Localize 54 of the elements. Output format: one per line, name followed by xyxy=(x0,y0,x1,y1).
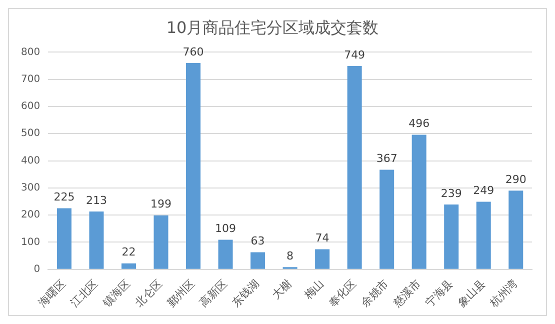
bar xyxy=(218,240,233,269)
bar xyxy=(508,190,524,269)
y-tick-label: 200 xyxy=(20,210,40,221)
x-tick-label: 梅山 xyxy=(300,276,326,302)
bar xyxy=(412,134,426,269)
y-tick-label: 300 xyxy=(20,182,40,194)
y-tick-label: 400 xyxy=(20,155,40,166)
data-label: 213 xyxy=(86,194,107,207)
data-label: 109 xyxy=(215,222,236,236)
bar xyxy=(347,66,362,269)
y-tick-label: 600 xyxy=(20,101,40,112)
y-tick-label: 700 xyxy=(20,74,40,85)
chart-title: 10月商品住宅分区域成交套数 xyxy=(166,18,379,37)
data-label: 760 xyxy=(182,45,204,58)
y-tick-label: 500 xyxy=(20,128,40,140)
data-label: 22 xyxy=(122,246,136,259)
data-label: 199 xyxy=(150,198,172,211)
bar xyxy=(154,215,168,269)
x-tick-label: 慈溪市 xyxy=(390,276,424,310)
x-tick-label: 鄞州区 xyxy=(164,276,198,310)
data-label: 249 xyxy=(473,184,494,198)
data-label: 290 xyxy=(505,172,526,186)
y-tick-label: 800 xyxy=(20,46,40,58)
data-label: 63 xyxy=(250,234,265,248)
bar xyxy=(89,212,104,269)
data-label: 8 xyxy=(286,250,294,263)
data-label: 74 xyxy=(315,232,330,245)
bar xyxy=(250,252,266,269)
bar xyxy=(186,63,201,269)
x-tick-label: 高新区 xyxy=(197,276,230,310)
data-label: 367 xyxy=(376,152,398,166)
bar xyxy=(380,170,394,269)
bar xyxy=(56,208,72,269)
y-tick-label: 100 xyxy=(20,236,40,248)
x-tick-label: 北仑区 xyxy=(132,276,166,310)
data-label: 239 xyxy=(440,186,462,200)
data-label: 749 xyxy=(344,48,366,62)
x-tick-label: 宁海县 xyxy=(422,276,456,310)
x-tick-label: 象山县 xyxy=(455,276,488,310)
x-tick-label: 东钱湖 xyxy=(229,276,262,310)
x-tick-label: 杭州湾 xyxy=(486,276,520,310)
x-tick-label: 大榭 xyxy=(269,276,294,302)
bar xyxy=(476,202,491,269)
bar xyxy=(121,263,136,269)
x-tick-label: 海曙区 xyxy=(36,276,68,310)
x-tick-label: 余姚市 xyxy=(358,276,391,310)
y-tick-label: 0 xyxy=(34,264,40,275)
x-tick-label: 镇海区 xyxy=(100,276,133,310)
bar xyxy=(315,249,330,269)
bar xyxy=(444,204,459,269)
x-tick-label: 奉化区 xyxy=(326,276,359,310)
data-label: 225 xyxy=(54,190,75,204)
x-tick-label: 江北区 xyxy=(68,276,101,310)
data-label: 496 xyxy=(408,117,430,130)
